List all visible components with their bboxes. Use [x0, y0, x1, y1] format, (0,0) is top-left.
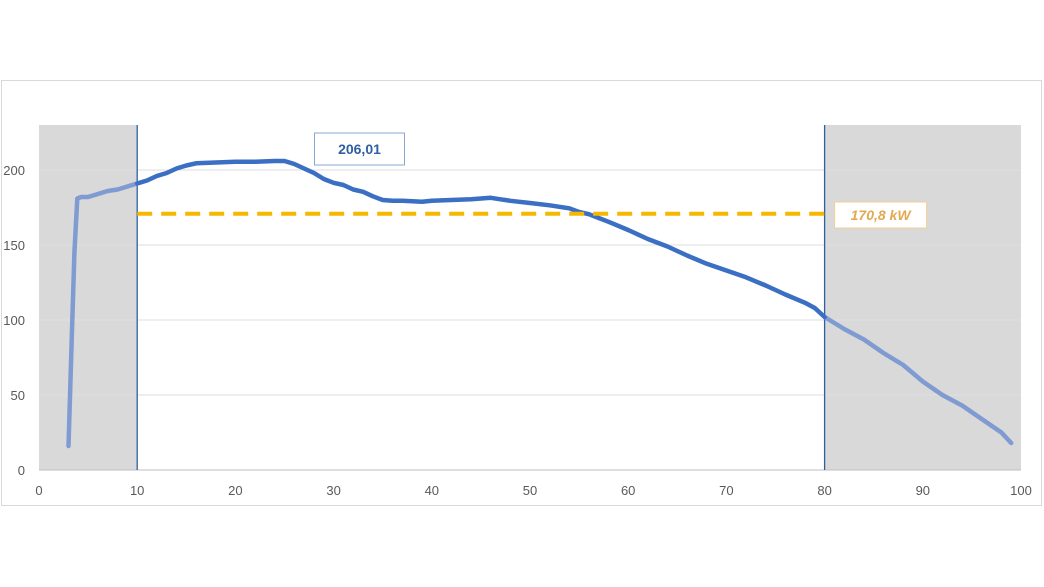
gridlines — [39, 169, 1021, 396]
x-tick-label: 40 — [425, 483, 439, 498]
window-boundaries — [136, 125, 826, 470]
x-tick-label: 30 — [326, 483, 340, 498]
max-power-label: 206,01 — [338, 141, 381, 157]
y-tick-label: 100 — [3, 313, 25, 328]
shade-left — [39, 125, 138, 470]
x-tick-label: 0 — [35, 483, 42, 498]
y-tick-label: 50 — [11, 388, 25, 403]
power-line-outside-right — [822, 314, 1014, 446]
x-tick-label: 100 — [1010, 483, 1032, 498]
x-tick-label: 20 — [228, 483, 242, 498]
power-line-outside-left — [66, 181, 140, 449]
x-tick-label: 80 — [817, 483, 831, 498]
x-tick-label: 60 — [621, 483, 635, 498]
x-tick-label: 50 — [523, 483, 537, 498]
average-power-callout-box — [834, 201, 928, 229]
y-tick-label: 150 — [3, 238, 25, 253]
x-axis-ticks: 0 10 20 30 40 50 60 70 80 90 100 — [35, 483, 1031, 498]
callouts: 206,01 170,8 kW — [314, 132, 928, 229]
power-line-window — [134, 158, 827, 320]
power-curve — [66, 158, 1014, 449]
x-tick-label: 70 — [719, 483, 733, 498]
max-power-callout-box — [314, 132, 405, 166]
average-power-label: 170,8 kW — [851, 207, 913, 223]
x-tick-label: 90 — [916, 483, 930, 498]
y-tick-label: 200 — [3, 163, 25, 178]
x-tick-label: 10 — [130, 483, 144, 498]
outside-window-shading — [39, 125, 1021, 470]
y-axis-ticks: 0 50 100 150 200 — [3, 163, 25, 478]
y-tick-label: 0 — [18, 463, 25, 478]
shade-right — [824, 125, 1021, 470]
